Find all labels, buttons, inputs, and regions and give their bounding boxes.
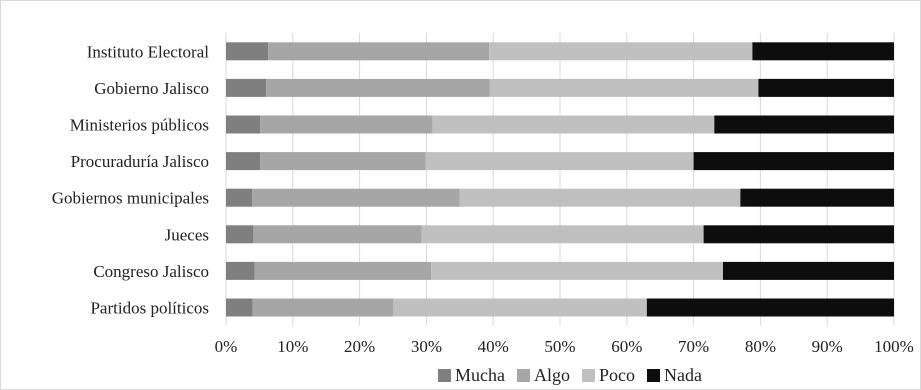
bar-segment-poco	[425, 152, 694, 171]
bar-segment-algo	[252, 188, 460, 207]
bar-segment-algo	[260, 152, 426, 171]
bar-segment-mucha	[226, 152, 261, 171]
legend-swatch-algo	[517, 369, 531, 382]
bar-segment-nada	[722, 261, 894, 280]
category-label: Partidos políticos	[90, 299, 209, 318]
bar-segment-nada	[752, 42, 894, 61]
bar-segment-poco	[431, 261, 723, 280]
category-label: Procuraduría Jalisco	[71, 152, 209, 171]
bar-segment-mucha	[226, 225, 254, 244]
bar-segment-nada	[714, 115, 894, 134]
category-label: Ministerios públicos	[70, 116, 209, 135]
x-tick-labels: 0% 10% 20% 30% 40% 50% 60% 70% 80% 90% 100%	[215, 337, 914, 356]
bar-segment-mucha	[226, 298, 253, 317]
bar-segment-mucha	[226, 261, 255, 280]
category-label: Congreso Jalisco	[93, 262, 209, 281]
legend-swatch-nada	[647, 369, 661, 382]
x-tick-label: 80%	[745, 337, 776, 356]
legend-swatch-poco	[582, 369, 596, 382]
bar-segment-mucha	[226, 115, 261, 134]
x-tick-label: 90%	[812, 337, 843, 356]
bar-segment-algo	[260, 115, 433, 134]
legend-label-algo: Algo	[534, 365, 570, 385]
x-tick-label: 60%	[611, 337, 642, 356]
bar-segment-algo	[266, 78, 490, 97]
bar-segment-mucha	[226, 188, 253, 207]
x-tick-label: 70%	[678, 337, 709, 356]
category-labels: Instituto Electoral Gobierno Jalisco Minis…	[52, 42, 209, 317]
x-tick-label: 30%	[411, 337, 442, 356]
legend-label-poco: Poco	[599, 365, 635, 385]
legend: Mucha Algo Poco Nada	[438, 365, 702, 385]
bar-segment-poco	[393, 298, 647, 317]
x-tick-label: 0%	[215, 337, 238, 356]
category-label: Instituto Electoral	[87, 42, 210, 61]
legend-swatch-mucha	[438, 369, 452, 382]
legend-label-nada: Nada	[664, 365, 702, 385]
x-tick-label: 50%	[544, 337, 575, 356]
category-label: Gobiernos municipales	[52, 189, 209, 208]
bar-segment-mucha	[226, 78, 267, 97]
x-tick-label: 20%	[344, 337, 375, 356]
bar-segment-algo	[253, 225, 422, 244]
bar-segment-nada	[703, 225, 894, 244]
x-tick-label: 100%	[874, 337, 914, 356]
bar-segment-nada	[693, 152, 894, 171]
category-label: Jueces	[165, 225, 209, 244]
category-label: Gobierno Jalisco	[94, 79, 209, 98]
bar-segment-poco	[489, 42, 753, 61]
bar-segment-poco	[459, 188, 741, 207]
x-tick-label: 10%	[277, 337, 308, 356]
bar-segment-poco	[489, 78, 759, 97]
bars	[226, 42, 894, 317]
bar-segment-algo	[268, 42, 490, 61]
bar-segment-poco	[432, 115, 715, 134]
bar-segment-algo	[254, 261, 432, 280]
bar-segment-algo	[252, 298, 393, 317]
legend-label-mucha: Mucha	[455, 365, 505, 385]
bar-segment-nada	[740, 188, 894, 207]
bar-segment-poco	[421, 225, 704, 244]
x-tick-label: 40%	[478, 337, 509, 356]
bar-segment-nada	[646, 298, 894, 317]
bar-segment-mucha	[226, 42, 269, 61]
bar-segment-nada	[758, 78, 894, 97]
